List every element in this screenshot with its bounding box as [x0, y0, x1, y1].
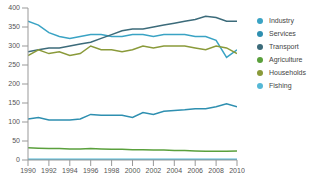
html-text:Services: Services [269, 30, 296, 37]
html-text:Industry: Industry [269, 17, 294, 24]
svg-text:2008: 2008 [208, 167, 224, 174]
svg-text:1998: 1998 [104, 167, 120, 174]
svg-text:350: 350 [8, 23, 20, 30]
svg-text:1990: 1990 [20, 167, 36, 174]
svg-text:1994: 1994 [62, 167, 78, 174]
html-text:Transport: Transport [269, 43, 299, 50]
svg-text:250: 250 [8, 61, 20, 68]
html-text:Agriculture: Agriculture [269, 56, 303, 63]
svg-text:2010: 2010 [229, 167, 245, 174]
svg-text:2002: 2002 [146, 167, 162, 174]
html-text:Fishing: Fishing [269, 82, 292, 89]
svg-text:1992: 1992 [41, 167, 57, 174]
svg-text:0: 0 [16, 156, 20, 163]
svg-text:1996: 1996 [83, 167, 99, 174]
svg-text:150: 150 [8, 99, 20, 106]
svg-text:300: 300 [8, 42, 20, 49]
svg-text:100: 100 [8, 118, 20, 125]
html-text:Households: Households [269, 69, 306, 76]
svg-text:2004: 2004 [167, 167, 183, 174]
svg-text:400: 400 [8, 4, 20, 11]
svg-text:50: 50 [12, 137, 20, 144]
svg-text:2000: 2000 [125, 167, 141, 174]
svg-text:200: 200 [8, 80, 20, 87]
svg-text:2006: 2006 [187, 167, 203, 174]
